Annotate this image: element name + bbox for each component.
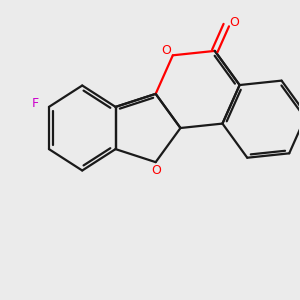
- Text: O: O: [161, 44, 171, 57]
- Text: F: F: [32, 98, 39, 110]
- Text: O: O: [151, 164, 161, 177]
- Text: O: O: [230, 16, 239, 29]
